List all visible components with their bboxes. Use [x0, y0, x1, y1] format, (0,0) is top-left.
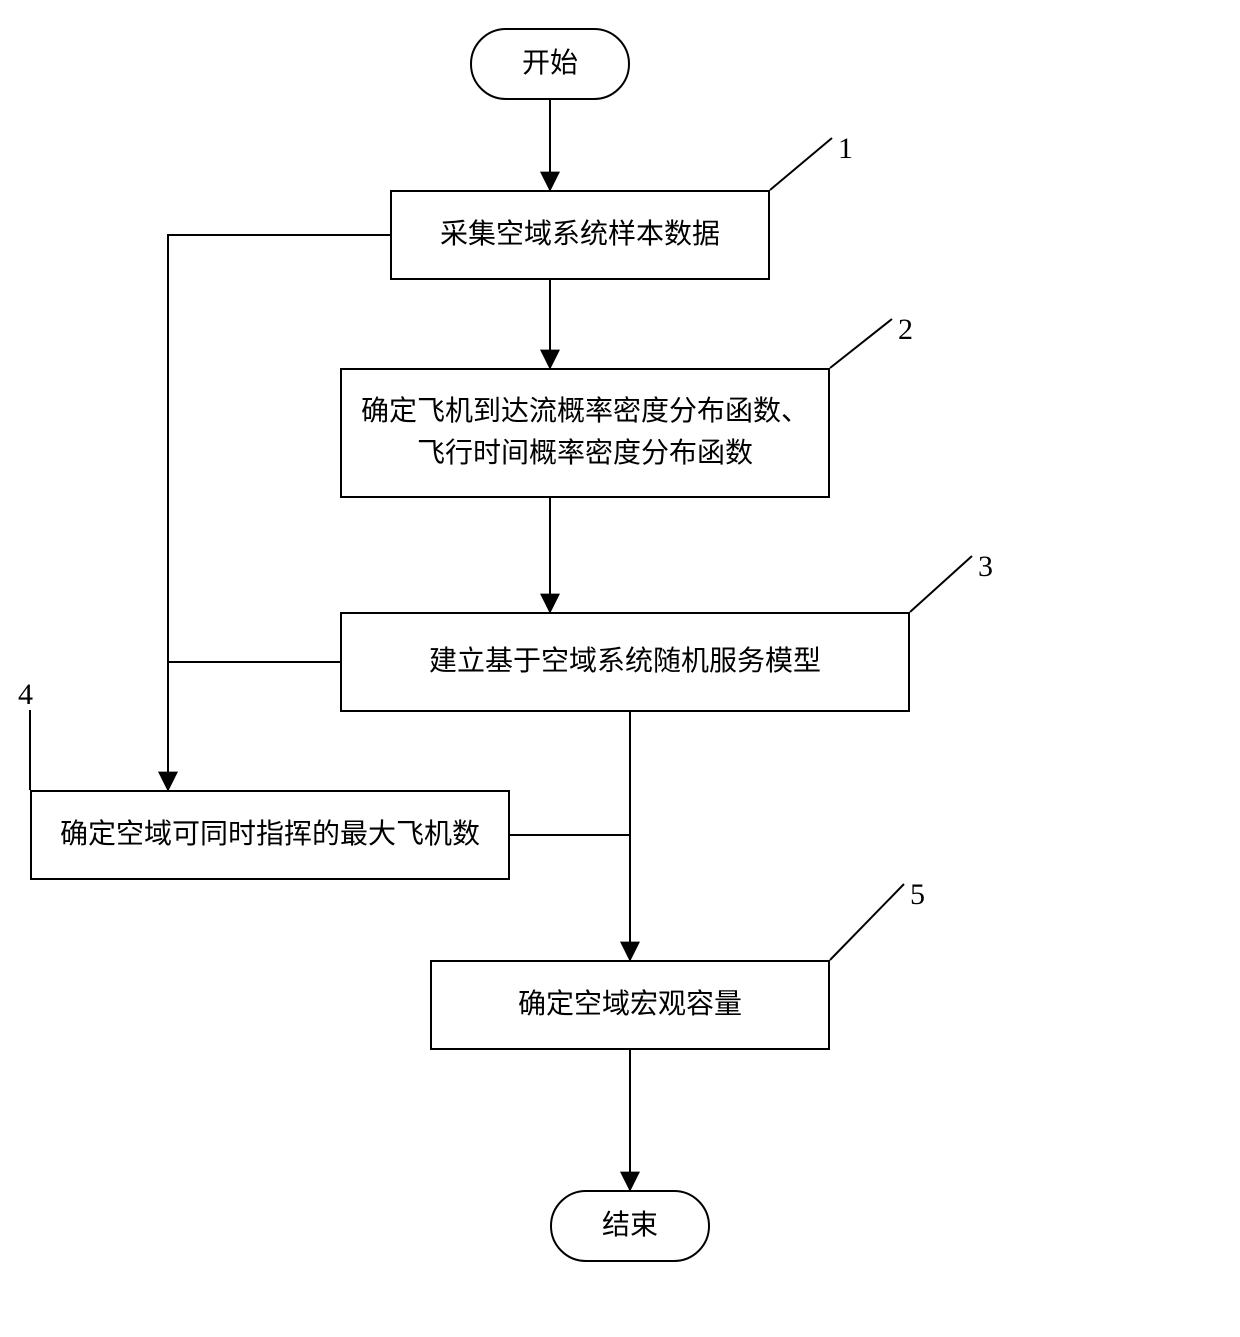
step-label-3: 3 [978, 550, 993, 584]
n2-text: 确定飞机到达流概率密度分布函数、飞行时间概率密度分布函数 [358, 391, 812, 475]
step-label-2: 2 [898, 313, 913, 347]
n5-text: 确定空域宏观容量 [518, 984, 742, 1026]
n3-text: 建立基于空域系统随机服务模型 [429, 641, 821, 683]
process-macro-capacity: 确定空域宏观容量 [430, 960, 830, 1050]
process-collect-data: 采集空域系统样本数据 [390, 190, 770, 280]
end-text: 结束 [602, 1205, 658, 1247]
n4-text: 确定空域可同时指挥的最大飞机数 [60, 814, 480, 856]
step-label-4: 4 [18, 678, 33, 712]
process-build-model: 建立基于空域系统随机服务模型 [340, 612, 910, 712]
start-terminal: 开始 [470, 28, 630, 100]
step-label-5: 5 [910, 878, 925, 912]
step-label-1: 1 [838, 132, 853, 166]
end-terminal: 结束 [550, 1190, 710, 1262]
flowchart-canvas: 开始 采集空域系统样本数据 确定飞机到达流概率密度分布函数、飞行时间概率密度分布… [0, 0, 1240, 1337]
start-text: 开始 [522, 43, 578, 85]
process-max-aircraft: 确定空域可同时指挥的最大飞机数 [30, 790, 510, 880]
n1-text: 采集空域系统样本数据 [440, 214, 720, 256]
process-determine-pdf: 确定飞机到达流概率密度分布函数、飞行时间概率密度分布函数 [340, 368, 830, 498]
